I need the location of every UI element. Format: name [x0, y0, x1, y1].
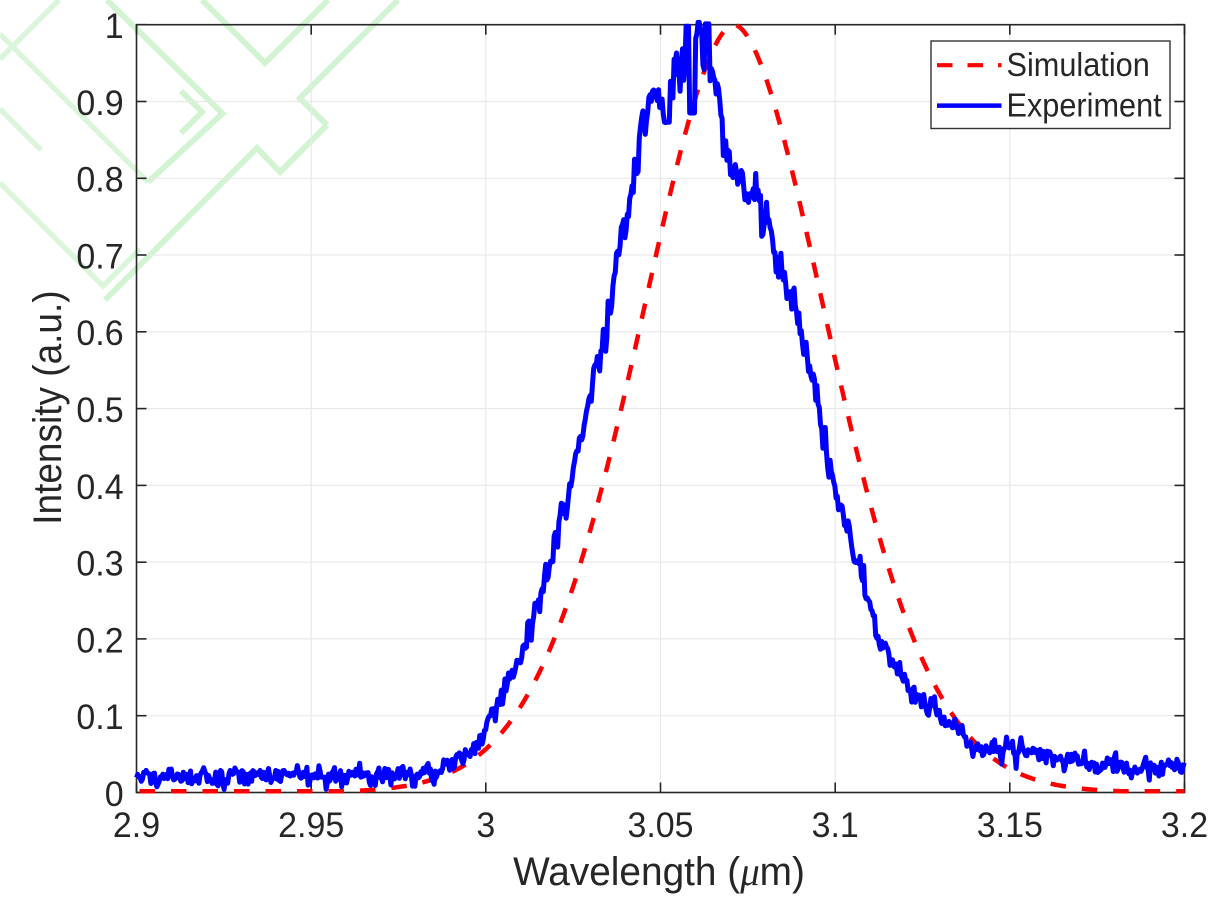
- svg-text:0.2: 0.2: [76, 622, 123, 661]
- svg-text:3.05: 3.05: [627, 807, 693, 846]
- svg-text:2.9: 2.9: [113, 807, 160, 846]
- svg-text:0.8: 0.8: [76, 161, 123, 200]
- svg-text:Experiment: Experiment: [1007, 87, 1162, 124]
- svg-text:Intensity (a.u.): Intensity (a.u.): [26, 290, 71, 524]
- svg-text:0.9: 0.9: [76, 84, 123, 123]
- svg-text:0.7: 0.7: [76, 238, 123, 277]
- svg-text:3.2: 3.2: [1161, 807, 1208, 846]
- svg-text:1: 1: [105, 8, 124, 47]
- svg-text:0: 0: [105, 775, 124, 814]
- svg-text:3: 3: [476, 807, 495, 846]
- svg-text:0.6: 0.6: [76, 315, 123, 354]
- svg-text:Simulation: Simulation: [1007, 46, 1150, 83]
- svg-text:0.1: 0.1: [76, 699, 123, 738]
- svg-text:2.95: 2.95: [278, 807, 344, 846]
- svg-text:3.1: 3.1: [812, 807, 859, 846]
- svg-text:0.5: 0.5: [76, 392, 123, 431]
- svg-text:0.4: 0.4: [76, 468, 123, 507]
- svg-text:3.15: 3.15: [977, 807, 1043, 846]
- svg-text:Wavelength (μm): Wavelength (μm): [513, 849, 805, 894]
- svg-text:0.3: 0.3: [76, 545, 123, 584]
